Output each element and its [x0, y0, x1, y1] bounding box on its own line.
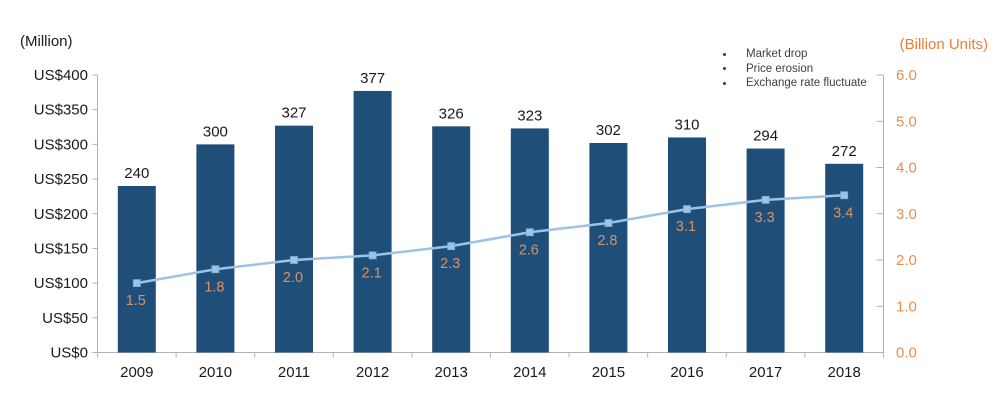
annotation-list: Market drop Price erosion Exchange rate fl…: [720, 47, 867, 91]
left-axis-tick-label: US$300: [34, 136, 88, 153]
line-value-label: 3.4: [833, 205, 853, 221]
bar-value-label: 326: [439, 105, 464, 122]
bullet-icon: [723, 81, 726, 85]
bar-2016: [668, 137, 706, 353]
right-axis-tick-label: 0.0: [896, 345, 917, 362]
bar-value-label: 377: [360, 70, 385, 87]
left-axis-tick-label: US$350: [34, 102, 88, 119]
annotation-item: Exchange rate fluctuate: [720, 76, 867, 91]
line-series: [136, 194, 845, 285]
bar-value-label: 310: [674, 116, 699, 133]
right-axis-tick-label: 6.0: [896, 67, 917, 84]
x-axis-category-label: 2014: [513, 364, 546, 381]
right-axis-tick-label: 1.0: [896, 298, 917, 315]
line-marker: [290, 256, 298, 264]
x-axis-category-label: 2017: [749, 364, 782, 381]
x-axis-category-label: 2015: [592, 364, 625, 381]
x-axis-category-label: 2012: [356, 364, 389, 381]
line-value-label: 2.3: [440, 256, 460, 272]
x-axis-category-label: 2016: [670, 364, 703, 381]
bar-2015: [589, 142, 628, 353]
line-marker: [604, 219, 613, 227]
left-axis-tick-label: US$50: [42, 310, 88, 327]
bullet-icon: [723, 52, 726, 56]
right-axis-tick-label: 3.0: [896, 206, 917, 223]
line-marker: [447, 242, 456, 251]
x-axis-category-label: 2013: [435, 364, 468, 381]
right-axis-tick-label: 5.0: [896, 113, 917, 130]
line-value-label: 2.6: [519, 242, 539, 258]
left-axis-tick-label: US$100: [34, 275, 88, 292]
bar-value-label: 240: [124, 165, 149, 182]
bar-2013: [432, 126, 471, 353]
annotation-text: Exchange rate fluctuate: [746, 77, 867, 90]
line-marker: [368, 251, 377, 260]
bar-2011: [275, 125, 313, 353]
bar-value-label: 302: [596, 122, 621, 139]
bar-value-label: 300: [203, 123, 228, 140]
bullet-icon: [723, 67, 726, 71]
line-value-label: 2.8: [597, 233, 617, 249]
line-value-label: 3.3: [755, 210, 775, 226]
right-axis-title: (Billion Units): [899, 36, 988, 53]
left-axis-tick-label: US$400: [34, 67, 88, 84]
x-axis-category-label: 2018: [828, 364, 861, 381]
line-marker: [525, 228, 534, 237]
bar-2014: [510, 128, 549, 353]
line-marker: [683, 205, 691, 214]
left-axis-tick-label: US$250: [34, 171, 88, 188]
left-axis-tick-label: US$150: [34, 240, 88, 257]
bar-2009: [117, 186, 156, 353]
line-value-label: 2.1: [362, 265, 382, 281]
left-axis-tick-label: US$200: [34, 206, 88, 223]
line-value-label: 3.1: [676, 219, 696, 235]
line-value-label: 2.0: [283, 270, 303, 286]
x-axis-category-label: 2010: [199, 364, 232, 381]
line-marker: [132, 279, 141, 288]
line-marker: [761, 195, 770, 204]
x-axis-category-label: 2011: [278, 364, 310, 381]
bar-2010: [196, 144, 235, 353]
bar-value-label: 272: [832, 143, 857, 160]
right-axis-tick-label: 4.0: [896, 160, 917, 177]
bar-value-label: 327: [281, 105, 306, 122]
left-axis-title: (Million): [20, 33, 73, 50]
right-axis-tick-label: 2.0: [896, 252, 917, 269]
left-axis-tick-label: US$0: [50, 345, 88, 362]
bar-value-label: 323: [517, 107, 542, 124]
bar-2012: [353, 90, 392, 353]
line-value-label: 1.8: [204, 279, 224, 295]
annotation-item: Price erosion: [720, 62, 867, 77]
bar-2017: [746, 148, 785, 353]
annotation-item: Market drop: [720, 47, 867, 62]
annotation-text: Market drop: [746, 48, 808, 61]
line-marker: [840, 191, 849, 200]
bar-value-label: 294: [753, 128, 778, 145]
line-marker: [211, 265, 220, 274]
line-value-label: 1.5: [126, 293, 146, 309]
annotation-text: Price erosion: [746, 62, 814, 75]
x-axis-category-label: 2009: [120, 364, 153, 381]
